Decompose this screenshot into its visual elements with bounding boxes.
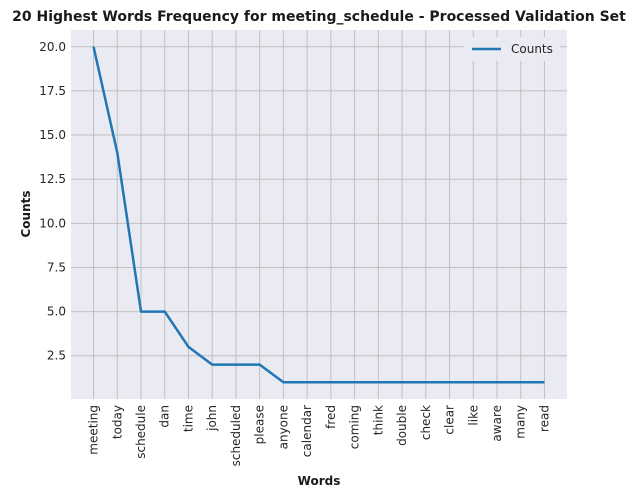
x-tick-label: like (466, 405, 480, 426)
x-tick-label: check (419, 405, 433, 440)
y-axis-ticks: 2.5 5.0 7.5 10.0 12.5 15.0 17.5 20.0 (39, 40, 66, 363)
x-tick-label: meeting (87, 405, 101, 455)
x-tick-label: fred (324, 405, 338, 429)
y-axis-label: Counts (19, 190, 33, 237)
x-tick-label: aware (490, 405, 504, 442)
y-tick-label: 7.5 (47, 260, 66, 274)
x-tick-label: anyone (276, 405, 290, 449)
x-tick-label: schedule (134, 405, 148, 459)
x-tick-label: scheduled (229, 405, 243, 466)
x-tick-label: coming (348, 405, 362, 449)
x-tick-label: dan (158, 405, 172, 428)
plot-area (71, 30, 567, 399)
legend-label-counts: Counts (511, 42, 553, 56)
x-tick-label: many (514, 405, 528, 439)
x-axis-label: Words (298, 474, 341, 488)
x-tick-label: think (371, 405, 385, 435)
y-tick-label: 5.0 (47, 305, 66, 319)
x-tick-label: clear (443, 405, 457, 435)
x-tick-label: time (181, 405, 195, 432)
chart-title: 20 Highest Words Frequency for meeting_s… (12, 9, 626, 25)
y-tick-label: 10.0 (39, 216, 66, 230)
x-tick-label: double (395, 405, 409, 446)
x-axis-ticks: meeting today schedule dan time john scheduled… (87, 405, 552, 466)
series-group (92, 46, 545, 384)
x-tick-label: read (537, 405, 551, 432)
y-tick-label: 12.5 (39, 172, 66, 186)
x-tick-label: john (205, 405, 219, 432)
y-tick-label: 15.0 (39, 128, 66, 142)
x-tick-label: calendar (300, 405, 314, 457)
y-tick-label: 20.0 (39, 40, 66, 54)
x-tick-label: please (253, 405, 267, 444)
series-line-counts (92, 46, 545, 384)
legend: Counts (464, 37, 560, 61)
y-tick-label: 2.5 (47, 349, 66, 363)
x-tick-label: today (110, 405, 124, 439)
y-tick-label: 17.5 (39, 84, 66, 98)
grid-lines (71, 30, 567, 399)
